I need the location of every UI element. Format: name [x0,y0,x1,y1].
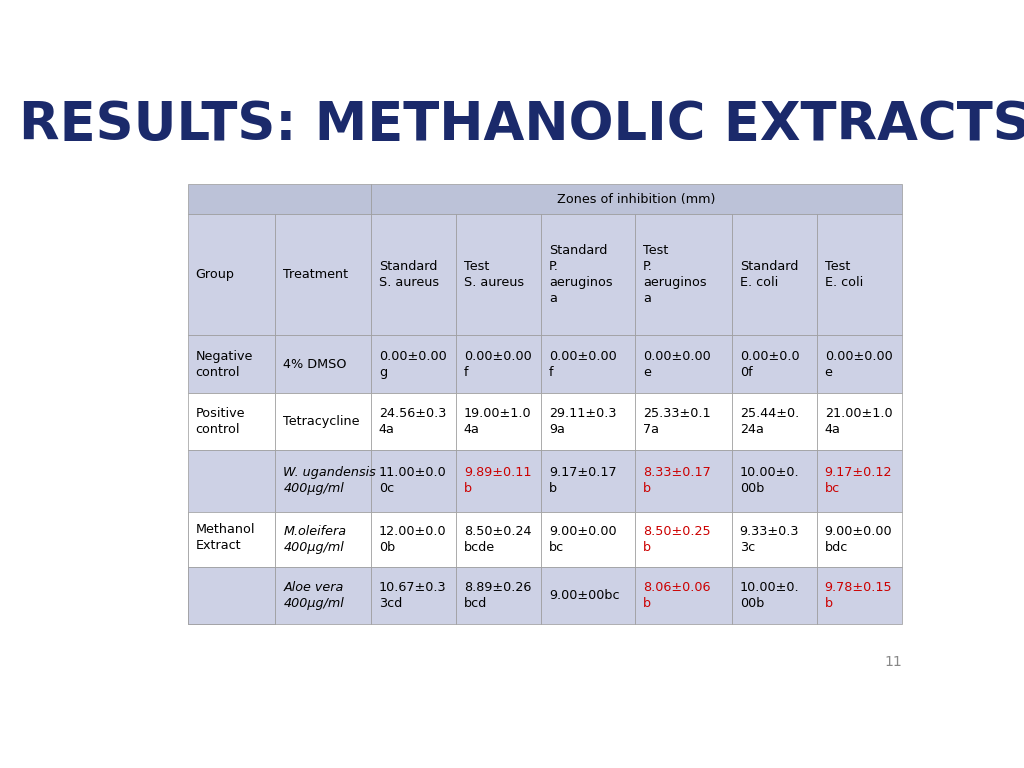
Bar [371,336,456,393]
Text: 8.06±0.06
b: 8.06±0.06 b [643,581,711,611]
Bar [817,336,902,393]
Text: 0.00±0.00
e: 0.00±0.00 e [824,349,893,379]
Text: 25.44±0.
24a: 25.44±0. 24a [739,407,799,436]
Bar [456,393,541,450]
Bar [541,511,635,567]
Text: Positive
control: Positive control [196,407,245,436]
Text: 21.00±1.0
4a: 21.00±1.0 4a [824,407,892,436]
Text: 8.33±0.17
b: 8.33±0.17 b [643,466,711,495]
Text: Standard
S. aureus: Standard S. aureus [379,260,439,290]
Bar [275,450,371,511]
Bar [635,511,732,567]
Text: Negative
control: Negative control [196,349,253,379]
Text: 9.00±00bc: 9.00±00bc [549,589,620,602]
Text: Treatment: Treatment [284,269,348,281]
Bar [456,511,541,567]
Text: 9.33±0.3
3c: 9.33±0.3 3c [739,525,799,554]
Text: 9.00±0.00
bdc: 9.00±0.00 bdc [824,525,892,554]
Bar [732,393,817,450]
Bar [456,450,541,511]
Text: 10.67±0.3
3cd: 10.67±0.3 3cd [379,581,446,611]
Text: 10.00±0.
00b: 10.00±0. 00b [739,466,800,495]
Bar [732,511,817,567]
Bar [635,567,732,624]
Bar [187,450,275,624]
Bar [275,511,371,567]
Bar [732,450,817,511]
Text: 0.00±0.00
f: 0.00±0.00 f [549,349,616,379]
Bar [275,336,371,393]
Bar [187,393,275,450]
Bar [371,214,456,336]
Bar [732,336,817,393]
Bar [187,511,275,567]
Bar [817,511,902,567]
Bar [187,336,275,393]
Text: Methanol
Extract: Methanol Extract [196,523,255,551]
Text: Test
E. coli: Test E. coli [824,260,863,290]
Bar [732,214,817,336]
Bar [371,450,456,511]
Text: Group: Group [196,269,234,281]
Bar [817,393,902,450]
Text: 0.00±0.0
0f: 0.00±0.0 0f [739,349,800,379]
Bar [635,450,732,511]
Text: 9.00±0.00
bc: 9.00±0.00 bc [549,525,616,554]
Text: 4% DMSO: 4% DMSO [284,358,347,371]
Bar [541,393,635,450]
Bar [371,184,902,214]
Bar [187,214,275,336]
Text: 11: 11 [884,655,902,669]
Bar [635,336,732,393]
Text: W. ugandensis
400μg/ml: W. ugandensis 400μg/ml [284,466,376,495]
Text: M.oleifera
400μg/ml: M.oleifera 400μg/ml [284,525,346,554]
Text: Test
S. aureus: Test S. aureus [464,260,524,290]
Text: 8.89±0.26
bcd: 8.89±0.26 bcd [464,581,531,611]
Text: Tetracycline: Tetracycline [284,415,359,428]
Text: 0.00±0.00
e: 0.00±0.00 e [643,349,711,379]
Bar [187,567,275,624]
Bar [371,393,456,450]
Bar [635,214,732,336]
Text: 8.50±0.25
b: 8.50±0.25 b [643,525,711,554]
Bar [456,214,541,336]
Bar [456,336,541,393]
Bar [371,511,456,567]
Text: 11.00±0.0
0c: 11.00±0.0 0c [379,466,446,495]
Text: 9.17±0.12
bc: 9.17±0.12 bc [824,466,892,495]
Text: 9.89±0.11
b: 9.89±0.11 b [464,466,531,495]
Bar [371,567,456,624]
Bar [817,567,902,624]
Text: Aloe vera
400μg/ml: Aloe vera 400μg/ml [284,581,344,611]
Text: Zones of inhibition (mm): Zones of inhibition (mm) [557,193,716,206]
Bar [275,567,371,624]
Bar [817,214,902,336]
Text: 12.00±0.0
0b: 12.00±0.0 0b [379,525,446,554]
Text: RESULTS: METHANOLIC EXTRACTS: RESULTS: METHANOLIC EXTRACTS [18,98,1024,151]
Bar [541,567,635,624]
Bar [732,567,817,624]
Text: 10.00±0.
00b: 10.00±0. 00b [739,581,800,611]
Bar [275,214,371,336]
Text: 8.50±0.24
bcde: 8.50±0.24 bcde [464,525,531,554]
Text: 9.17±0.17
b: 9.17±0.17 b [549,466,616,495]
Bar [817,450,902,511]
Text: 25.33±0.1
7a: 25.33±0.1 7a [643,407,711,436]
Bar [541,336,635,393]
Text: 19.00±1.0
4a: 19.00±1.0 4a [464,407,531,436]
Text: 29.11±0.3
9a: 29.11±0.3 9a [549,407,616,436]
Text: 0.00±0.00
f: 0.00±0.00 f [464,349,531,379]
Bar [275,393,371,450]
Text: Standard
P.
aeruginos
a: Standard P. aeruginos a [549,244,612,306]
Bar [456,567,541,624]
Text: 24.56±0.3
4a: 24.56±0.3 4a [379,407,446,436]
Text: 0.00±0.00
g: 0.00±0.00 g [379,349,446,379]
Bar [187,184,371,214]
Text: 9.78±0.15
b: 9.78±0.15 b [824,581,892,611]
Bar [541,214,635,336]
Text: Test
P.
aeruginos
a: Test P. aeruginos a [643,244,707,306]
Bar [541,450,635,511]
Bar [635,393,732,450]
Text: Standard
E. coli: Standard E. coli [739,260,798,290]
